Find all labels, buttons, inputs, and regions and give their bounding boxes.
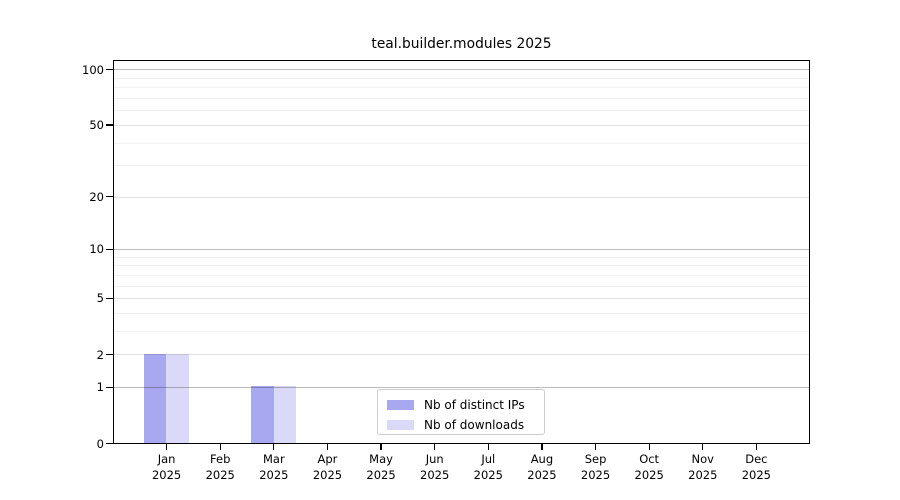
y-tick-label-5: 5 <box>96 291 104 306</box>
gridline-y-20 <box>114 196 809 198</box>
y-tick-label-2: 2 <box>96 347 104 362</box>
y-tick-label-10: 10 <box>89 242 104 257</box>
x-tick-mark <box>594 443 597 450</box>
y-tick-label-1: 1 <box>96 380 104 395</box>
y-tick-mark <box>106 297 113 299</box>
x-tick-label-feb: Feb 2025 <box>205 452 235 482</box>
y-tick-mark <box>106 442 113 445</box>
gridline-y-90 <box>114 77 809 79</box>
gridline-y-3 <box>114 331 809 333</box>
legend-label-distinct-ips: Nb of distinct IPs <box>424 397 525 412</box>
x-tick-mark <box>380 443 382 450</box>
x-tick-label-jan: Jan 2025 <box>151 452 182 482</box>
chart-title: teal.builder.modules 2025 <box>371 36 552 52</box>
y-tick-mark <box>106 248 113 250</box>
gridline-y-30 <box>114 165 809 167</box>
bar-jan-downloads <box>166 353 189 443</box>
x-tick-mark <box>219 443 221 450</box>
grid-layer <box>114 61 809 443</box>
gridline-y-8 <box>114 265 809 267</box>
gridline-y-70 <box>114 98 809 100</box>
x-tick-mark <box>434 443 436 450</box>
plot-area <box>113 59 810 444</box>
gridline-y-40 <box>114 142 809 144</box>
x-tick-mark <box>755 443 757 450</box>
gridline-y-9 <box>114 256 809 258</box>
gridline-y-4 <box>114 312 809 314</box>
y-tick-label-0: 0 <box>96 436 104 451</box>
y-tick-mark <box>106 386 113 388</box>
gridline-y-50 <box>114 124 809 126</box>
x-tick-mark <box>166 443 168 450</box>
gridline-y-1 <box>114 387 809 389</box>
legend-item-distinct-ips: Nb of distinct IPs <box>387 396 544 413</box>
x-tick-mark <box>648 443 650 450</box>
gridline-y-10 <box>114 249 809 251</box>
bar-mar-distinct-ips <box>251 386 274 443</box>
y-tick-label-20: 20 <box>89 189 104 204</box>
x-tick-label-aug: Aug 2025 <box>527 452 557 482</box>
bars-layer <box>114 61 809 443</box>
x-tick-mark <box>541 443 543 450</box>
x-tick-mark <box>487 443 489 450</box>
x-tick-label-oct: Oct 2025 <box>634 452 664 482</box>
y-tick-mark <box>106 196 113 198</box>
gridline-y-80 <box>114 87 809 89</box>
x-tick-label-apr: Apr 2025 <box>312 452 343 482</box>
bar-mar-downloads <box>273 386 297 443</box>
x-tick-label-mar: Mar 2025 <box>259 452 289 482</box>
gridline-y-60 <box>114 110 809 112</box>
gridline-y-6 <box>114 285 809 287</box>
x-tick-label-dec: Dec 2025 <box>741 452 772 482</box>
y-tick-label-50: 50 <box>89 118 104 133</box>
gridline-y-100 <box>114 69 809 71</box>
x-tick-label-jul: Jul 2025 <box>473 452 503 482</box>
y-tick-label-100: 100 <box>82 62 104 77</box>
y-tick-mark <box>106 353 113 356</box>
legend-swatch-downloads-icon <box>387 419 414 430</box>
bar-jan-distinct-ips <box>143 353 167 443</box>
y-tick-mark <box>106 124 113 126</box>
x-tick-mark <box>273 443 275 450</box>
gridline-y-7 <box>114 274 809 276</box>
legend-swatch-distinct-ips-icon <box>387 399 414 410</box>
x-tick-label-jun: Jun 2025 <box>420 452 450 482</box>
legend: Nb of distinct IPs Nb of downloads <box>377 389 545 435</box>
legend-item-downloads: Nb of downloads <box>387 416 544 433</box>
x-tick-label-sep: Sep 2025 <box>580 452 611 482</box>
legend-label-downloads: Nb of downloads <box>424 417 525 432</box>
y-tick-mark <box>106 69 113 71</box>
gridline-y-2 <box>114 354 809 356</box>
x-tick-label-nov: Nov 2025 <box>688 452 718 482</box>
gridline-y-5 <box>114 298 809 300</box>
x-tick-label-may: May 2025 <box>366 452 396 482</box>
x-tick-mark <box>326 443 329 450</box>
x-tick-mark <box>702 443 704 450</box>
